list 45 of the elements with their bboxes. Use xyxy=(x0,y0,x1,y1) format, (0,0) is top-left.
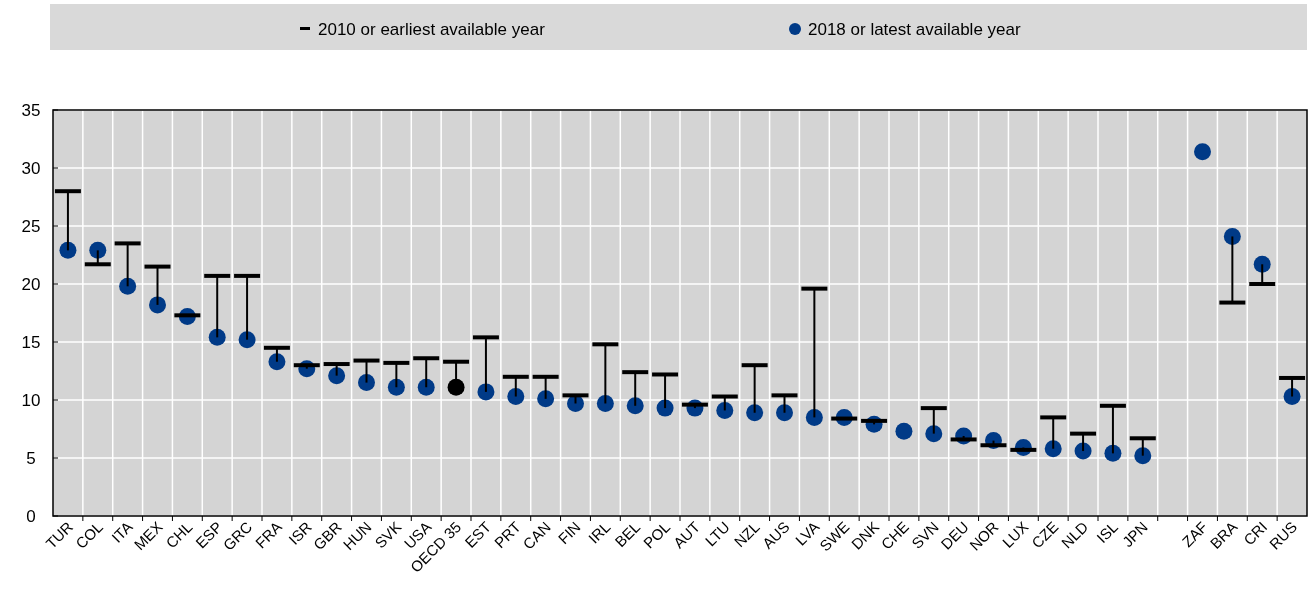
point xyxy=(537,390,555,408)
x-tick-label: IRL xyxy=(584,518,614,547)
x-tick-label: ISR xyxy=(285,517,316,548)
point xyxy=(238,331,256,349)
legend-label: 2018 or latest available year xyxy=(808,20,1021,39)
point xyxy=(776,404,793,422)
y-tick-label: 15 xyxy=(21,333,41,352)
y-tick-label: 0 xyxy=(26,507,36,526)
point xyxy=(1104,444,1122,462)
point xyxy=(1253,255,1271,273)
point xyxy=(1223,227,1241,245)
legend-label: 2010 or earliest available year xyxy=(318,20,546,39)
y-tick-label: 30 xyxy=(21,159,41,178)
x-tick-label: CHL xyxy=(162,518,196,552)
point xyxy=(746,404,764,422)
point xyxy=(358,374,375,392)
point xyxy=(805,408,823,426)
point xyxy=(925,425,943,443)
point xyxy=(387,378,405,396)
y-tick-label: 35 xyxy=(21,101,41,120)
point xyxy=(895,422,913,440)
point xyxy=(656,399,674,417)
point xyxy=(596,394,614,412)
point xyxy=(716,401,734,419)
point xyxy=(1283,388,1301,406)
y-tick-label: 5 xyxy=(26,449,36,468)
point xyxy=(1044,440,1062,458)
x-tick-label: NZL xyxy=(730,518,763,551)
y-tick-label: 25 xyxy=(21,217,41,236)
y-tick-label: 20 xyxy=(21,275,41,294)
point xyxy=(417,378,435,396)
point xyxy=(477,383,495,401)
x-tick-label: FIN xyxy=(554,518,584,548)
point xyxy=(507,388,525,406)
point xyxy=(119,277,137,295)
point xyxy=(208,328,226,346)
point xyxy=(328,367,346,385)
point xyxy=(89,241,107,259)
x-tick-label: BEL xyxy=(611,518,644,551)
point xyxy=(447,378,465,396)
point xyxy=(1194,143,1211,161)
y-tick-label: 10 xyxy=(21,391,41,410)
point xyxy=(1134,447,1152,465)
point xyxy=(59,241,77,259)
point xyxy=(149,296,166,314)
